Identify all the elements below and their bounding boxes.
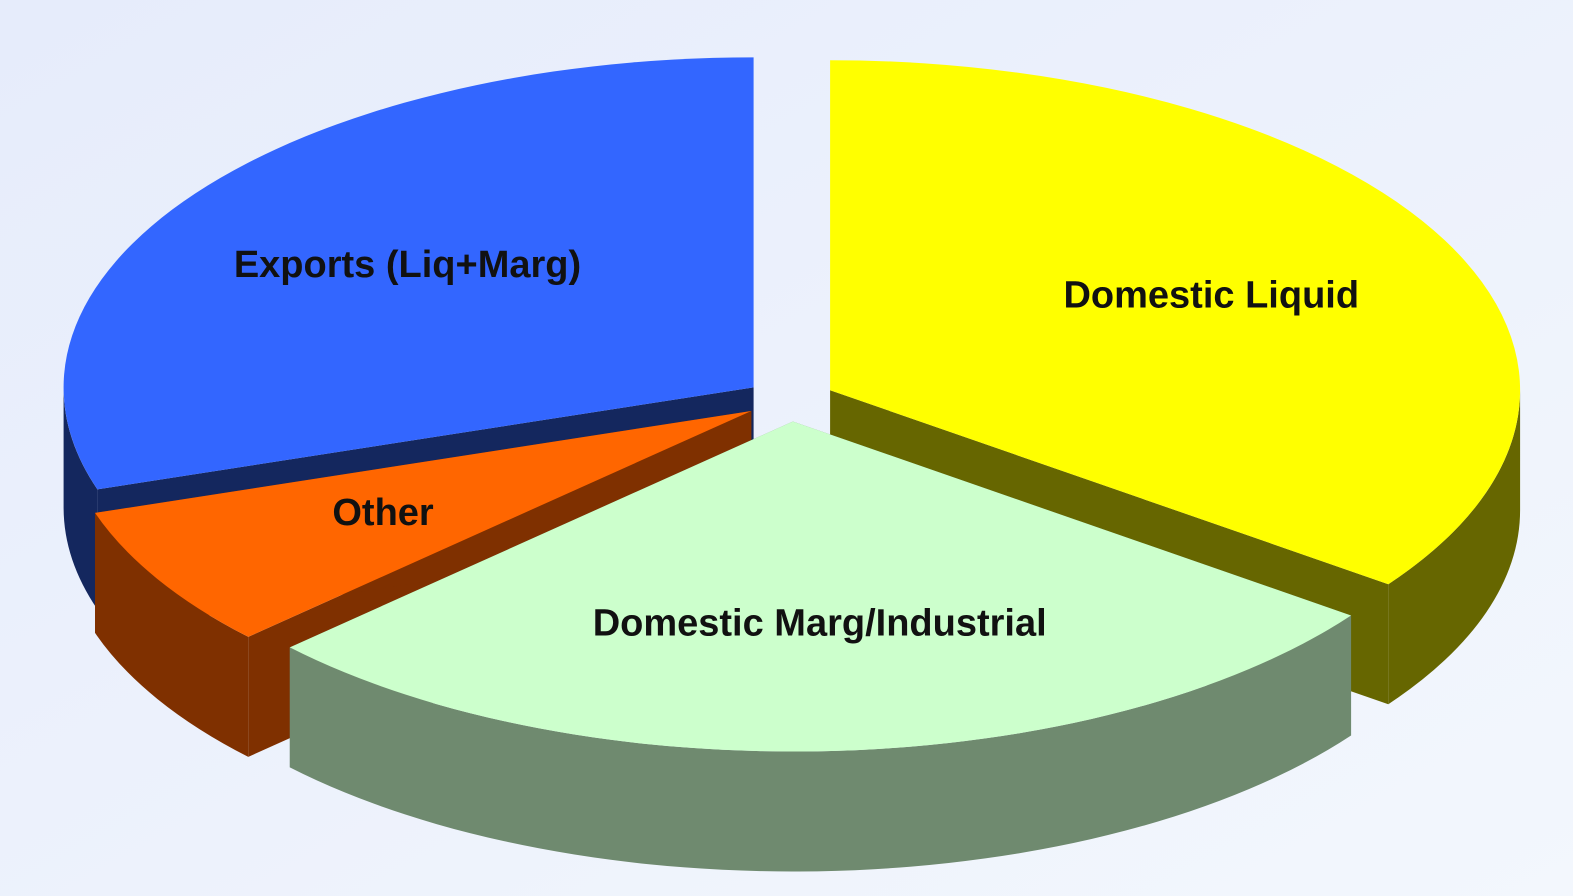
slice-side bbox=[95, 512, 249, 757]
slice bbox=[63, 57, 754, 490]
labels: Domestic Liquid Domestic Marg/Industrial O… bbox=[234, 244, 1359, 645]
slice bbox=[830, 60, 1521, 585]
slice-side bbox=[289, 615, 1352, 872]
slice-side bbox=[1388, 390, 1521, 705]
slice bbox=[95, 410, 752, 637]
slice-label: Other bbox=[332, 492, 434, 534]
slices bbox=[63, 57, 1521, 872]
slice-label: Domestic Liquid bbox=[1063, 274, 1359, 316]
slice bbox=[289, 421, 1352, 752]
slice-label: Exports (Liq+Marg) bbox=[234, 244, 581, 286]
slice-label: Domestic Marg/Industrial bbox=[593, 603, 1047, 645]
slice-side bbox=[63, 387, 98, 610]
